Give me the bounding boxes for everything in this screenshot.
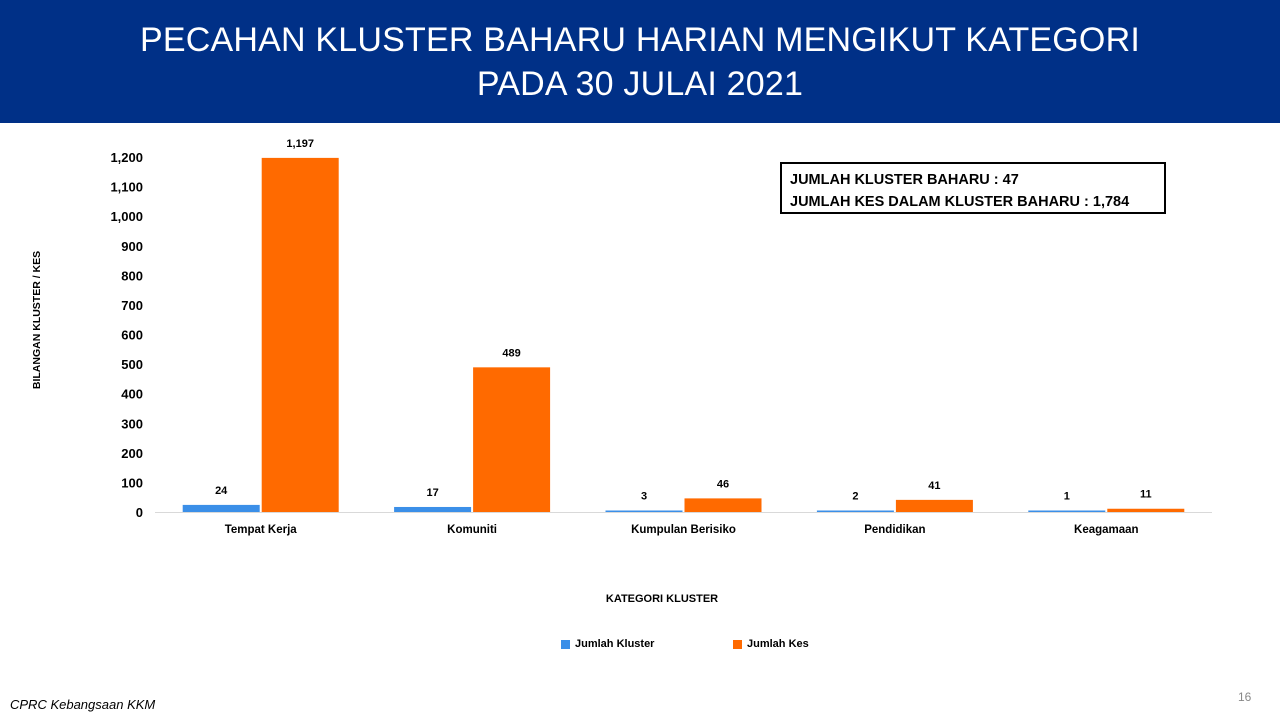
bar-kluster (182, 504, 260, 512)
x-tick-label: Kumpulan Berisiko (631, 524, 736, 536)
data-label: 489 (502, 347, 520, 359)
y-tick-label: 400 (121, 387, 143, 402)
legend-item-kluster: Jumlah Kluster (561, 638, 654, 650)
y-tick-label: 1,200 (110, 150, 143, 165)
summary-box: JUMLAH KLUSTER BAHARU : 47 JUMLAH KES DA… (780, 162, 1166, 214)
data-label: 1 (1064, 491, 1070, 503)
y-tick-label: 500 (121, 357, 143, 372)
summary-total-cases: JUMLAH KES DALAM KLUSTER BAHARU : 1,784 (790, 194, 1130, 210)
legend-item-kes: Jumlah Kes (733, 638, 809, 650)
y-tick-label: 0 (136, 505, 143, 520)
y-tick-label: 600 (121, 328, 143, 343)
y-tick-label: 1,000 (110, 209, 143, 224)
y-tick-label: 200 (121, 446, 143, 461)
y-tick-label: 700 (121, 298, 143, 313)
data-label: 24 (215, 485, 228, 497)
legend-swatch-kluster (561, 639, 570, 649)
chart-title-line-1: PECAHAN KLUSTER BAHARU HARIAN MENGIKUT K… (140, 20, 1140, 59)
data-label: 46 (717, 478, 729, 490)
data-label: 1,197 (286, 138, 314, 150)
bar-kes (261, 157, 339, 512)
legend-swatch-kes (733, 639, 742, 649)
chart-title-line-2: PADA 30 JULAI 2021 (476, 64, 804, 103)
data-label: 2 (852, 491, 858, 503)
y-tick-label: 300 (121, 416, 143, 431)
data-label: 11 (1140, 489, 1152, 501)
bar-kes (684, 498, 762, 512)
y-tick-label: 800 (121, 268, 143, 283)
legend-label-kluster: Jumlah Kluster (575, 638, 655, 650)
x-tick-label: Pendidikan (864, 524, 925, 536)
legend-label-kes: Jumlah Kes (747, 638, 809, 650)
page-number: 16 (1238, 690, 1252, 704)
x-tick-label: Keagamaan (1074, 524, 1139, 536)
y-tick-label: 900 (121, 239, 143, 254)
bar-kluster (816, 510, 894, 512)
bar-kluster (394, 506, 472, 512)
summary-total-clusters: JUMLAH KLUSTER BAHARU : 47 (790, 172, 1019, 188)
y-axis-label: BILANGAN KLUSTER / KES (31, 250, 43, 390)
bar-kluster (605, 510, 683, 512)
bar-kes (473, 367, 551, 512)
data-label: 41 (928, 480, 940, 492)
data-label: 3 (641, 491, 647, 503)
source-footer: CPRC Kebangsaan KKM (10, 697, 156, 712)
bar-chart: 0 100 200 300 400 500 600 700 800 900 1,000 1,100 1,… (110, 138, 1212, 536)
y-tick-label: 100 (121, 475, 143, 490)
y-tick-label: 1,100 (110, 180, 143, 195)
title-banner: PECAHAN KLUSTER BAHARU HARIAN MENGIKUT K… (0, 0, 1280, 123)
bar-kluster (1028, 510, 1106, 512)
data-label: 17 (426, 487, 438, 499)
x-tick-label: Komuniti (447, 524, 497, 536)
bar-kes (895, 499, 973, 512)
bar-kes (1107, 508, 1185, 512)
x-tick-label: Tempat Kerja (225, 524, 298, 536)
x-axis-label: KATEGORI KLUSTER (605, 593, 719, 605)
